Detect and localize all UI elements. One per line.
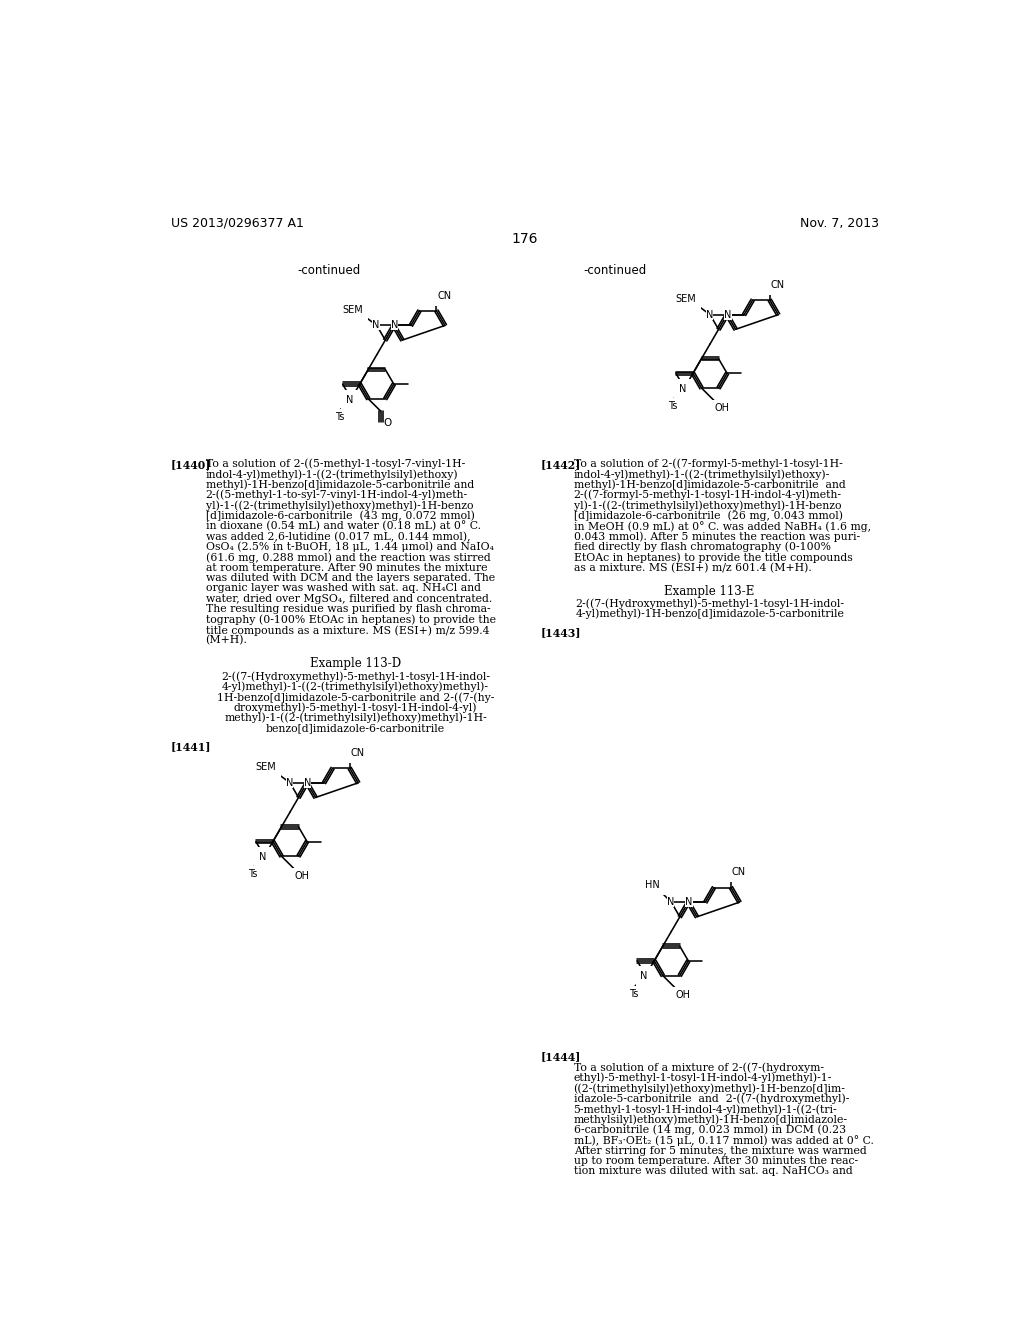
Text: 5-methyl-1-tosyl-1H-indol-4-yl)methyl)-1-((2-(tri-: 5-methyl-1-tosyl-1H-indol-4-yl)methyl)-1… <box>573 1104 838 1114</box>
Text: CN: CN <box>732 867 745 878</box>
Text: N: N <box>259 851 266 862</box>
Text: 1H-benzo[d]imidazole-5-carbonitrile and 2-((7-(hy-: 1H-benzo[d]imidazole-5-carbonitrile and … <box>217 692 495 702</box>
Text: 2-((5-methyl-1-to-syl-7-vinyl-1H-indol-4-yl)meth-: 2-((5-methyl-1-to-syl-7-vinyl-1H-indol-4… <box>206 490 468 500</box>
Text: SEM: SEM <box>255 762 276 772</box>
Text: [d]imidazole-6-carbonitrile  (26 mg, 0.043 mmol): [d]imidazole-6-carbonitrile (26 mg, 0.04… <box>573 511 843 521</box>
Text: methyl)-1H-benzo[d]imidazole-5-carbonitrile  and: methyl)-1H-benzo[d]imidazole-5-carbonitr… <box>573 479 846 490</box>
Text: methylsilyl)ethoxy)methyl)-1H-benzo[d]imidazole-: methylsilyl)ethoxy)methyl)-1H-benzo[d]im… <box>573 1114 848 1125</box>
Text: The resulting residue was purified by flash chroma-: The resulting residue was purified by fl… <box>206 605 490 614</box>
Text: [1443]: [1443] <box>541 627 581 638</box>
Text: CN: CN <box>437 290 452 301</box>
Text: water, dried over MgSO₄, filtered and concentrated.: water, dried over MgSO₄, filtered and co… <box>206 594 492 603</box>
Text: To a solution of 2-((5-methyl-1-tosyl-7-vinyl-1H-: To a solution of 2-((5-methyl-1-tosyl-7-… <box>206 459 465 470</box>
Text: [1441]: [1441] <box>171 742 211 752</box>
Text: EtOAc in heptanes) to provide the title compounds: EtOAc in heptanes) to provide the title … <box>573 552 852 562</box>
Text: ((2-(trimethylsilyl)ethoxy)methyl)-1H-benzo[d]im-: ((2-(trimethylsilyl)ethoxy)methyl)-1H-be… <box>573 1084 846 1094</box>
Text: [1440]: [1440] <box>171 459 211 470</box>
Text: OH: OH <box>715 403 730 413</box>
Text: in dioxane (0.54 mL) and water (0.18 mL) at 0° C.: in dioxane (0.54 mL) and water (0.18 mL)… <box>206 521 480 532</box>
Text: To a solution of 2-((7-formyl-5-methyl-1-tosyl-1H-: To a solution of 2-((7-formyl-5-methyl-1… <box>573 459 843 470</box>
Text: droxymethyl)-5-methyl-1-tosyl-1H-indol-4-yl): droxymethyl)-5-methyl-1-tosyl-1H-indol-4… <box>233 702 477 713</box>
Text: N: N <box>373 321 380 330</box>
Text: After stirring for 5 minutes, the mixture was warmed: After stirring for 5 minutes, the mixtur… <box>573 1146 866 1155</box>
Text: Example 113-D: Example 113-D <box>310 657 401 671</box>
Text: indol-4-yl)methyl)-1-((2-(trimethylsilyl)ethoxy): indol-4-yl)methyl)-1-((2-(trimethylsilyl… <box>206 469 458 479</box>
Text: 2-((7-(Hydroxymethyl)-5-methyl-1-tosyl-1H-indol-: 2-((7-(Hydroxymethyl)-5-methyl-1-tosyl-1… <box>575 598 844 609</box>
Text: [d]imidazole-6-carbonitrile  (43 mg, 0.072 mmol): [d]imidazole-6-carbonitrile (43 mg, 0.07… <box>206 511 474 521</box>
Text: N: N <box>679 384 686 393</box>
Text: methyl)-1-((2-(trimethylsilyl)ethoxy)methyl)-1H-: methyl)-1-((2-(trimethylsilyl)ethoxy)met… <box>224 713 486 723</box>
Text: SEM: SEM <box>675 294 696 304</box>
Text: -continued: -continued <box>584 264 647 277</box>
Text: fied directly by flash chromatography (0-100%: fied directly by flash chromatography (0… <box>573 543 830 553</box>
Text: yl)-1-((2-(trimethylsilyl)ethoxy)methyl)-1H-benzo: yl)-1-((2-(trimethylsilyl)ethoxy)methyl)… <box>573 500 841 511</box>
Text: (M+H).: (M+H). <box>206 635 248 645</box>
Text: OH: OH <box>676 990 691 1001</box>
Text: Ts: Ts <box>668 401 678 411</box>
Text: OsO₄ (2.5% in t-BuOH, 18 μL, 1.44 μmol) and NaIO₄: OsO₄ (2.5% in t-BuOH, 18 μL, 1.44 μmol) … <box>206 543 494 553</box>
Text: Example 113-E: Example 113-E <box>665 585 755 598</box>
Text: N: N <box>667 898 674 907</box>
Text: tography (0-100% EtOAc in heptanes) to provide the: tography (0-100% EtOAc in heptanes) to p… <box>206 615 496 626</box>
Text: N: N <box>706 310 713 319</box>
Text: To a solution of a mixture of 2-((7-(hydroxym-: To a solution of a mixture of 2-((7-(hyd… <box>573 1063 823 1073</box>
Text: N: N <box>391 321 398 330</box>
Text: 2-((7-(Hydroxymethyl)-5-methyl-1-tosyl-1H-indol-: 2-((7-(Hydroxymethyl)-5-methyl-1-tosyl-1… <box>221 671 489 682</box>
Text: idazole-5-carbonitrile  and  2-((7-(hydroxymethyl)-: idazole-5-carbonitrile and 2-((7-(hydrox… <box>573 1093 849 1104</box>
Text: (61.6 mg, 0.288 mmol) and the reaction was stirred: (61.6 mg, 0.288 mmol) and the reaction w… <box>206 552 490 562</box>
Text: N: N <box>640 972 648 981</box>
Text: was added 2,6-lutidine (0.017 mL, 0.144 mmol),: was added 2,6-lutidine (0.017 mL, 0.144 … <box>206 532 470 541</box>
Text: CN: CN <box>350 748 365 758</box>
Text: CN: CN <box>770 280 784 290</box>
Text: title compounds as a mixture. MS (ESI+) m/z 599.4: title compounds as a mixture. MS (ESI+) … <box>206 626 489 636</box>
Text: SEM: SEM <box>342 305 362 314</box>
Text: HN: HN <box>645 880 659 890</box>
Text: was diluted with DCM and the layers separated. The: was diluted with DCM and the layers sepa… <box>206 573 495 583</box>
Text: benzo[d]imidazole-6-carbonitrile: benzo[d]imidazole-6-carbonitrile <box>266 723 445 733</box>
Text: 0.043 mmol). After 5 minutes the reaction was puri-: 0.043 mmol). After 5 minutes the reactio… <box>573 532 860 543</box>
Text: N: N <box>724 310 731 319</box>
Text: -continued: -continued <box>297 264 360 277</box>
Text: US 2013/0296377 A1: US 2013/0296377 A1 <box>171 216 303 230</box>
Text: [1442]: [1442] <box>541 459 581 470</box>
Text: in MeOH (0.9 mL) at 0° C. was added NaBH₄ (1.6 mg,: in MeOH (0.9 mL) at 0° C. was added NaBH… <box>573 521 870 532</box>
Text: methyl)-1H-benzo[d]imidazole-5-carbonitrile and: methyl)-1H-benzo[d]imidazole-5-carbonitr… <box>206 479 474 490</box>
Text: Nov. 7, 2013: Nov. 7, 2013 <box>800 216 879 230</box>
Text: 4-yl)methyl)-1H-benzo[d]imidazole-5-carbonitrile: 4-yl)methyl)-1H-benzo[d]imidazole-5-carb… <box>575 609 844 619</box>
Text: indol-4-yl)methyl)-1-((2-(trimethylsilyl)ethoxy)-: indol-4-yl)methyl)-1-((2-(trimethylsilyl… <box>573 469 829 479</box>
Text: O: O <box>383 418 391 429</box>
Text: 6-carbonitrile (14 mg, 0.023 mmol) in DCM (0.23: 6-carbonitrile (14 mg, 0.023 mmol) in DC… <box>573 1125 846 1135</box>
Text: Ts: Ts <box>335 412 344 422</box>
Text: tion mixture was diluted with sat. aq. NaHCO₃ and: tion mixture was diluted with sat. aq. N… <box>573 1167 852 1176</box>
Text: [1444]: [1444] <box>541 1052 581 1063</box>
Text: N: N <box>286 777 293 788</box>
Text: ethyl)-5-methyl-1-tosyl-1H-indol-4-yl)methyl)-1-: ethyl)-5-methyl-1-tosyl-1H-indol-4-yl)me… <box>573 1073 831 1084</box>
Text: mL), BF₃·OEt₂ (15 μL, 0.117 mmol) was added at 0° C.: mL), BF₃·OEt₂ (15 μL, 0.117 mmol) was ad… <box>573 1135 873 1146</box>
Text: N: N <box>304 777 311 788</box>
Text: at room temperature. After 90 minutes the mixture: at room temperature. After 90 minutes th… <box>206 562 487 573</box>
Text: Ts: Ts <box>630 989 639 999</box>
Text: OH: OH <box>295 871 309 880</box>
Text: 2-((7-formyl-5-methyl-1-tosyl-1H-indol-4-yl)meth-: 2-((7-formyl-5-methyl-1-tosyl-1H-indol-4… <box>573 490 842 500</box>
Text: up to room temperature. After 30 minutes the reac-: up to room temperature. After 30 minutes… <box>573 1156 858 1166</box>
Text: 4-yl)methyl)-1-((2-(trimethylsilyl)ethoxy)methyl)-: 4-yl)methyl)-1-((2-(trimethylsilyl)ethox… <box>222 681 489 692</box>
Text: N: N <box>685 898 693 907</box>
Text: yl)-1-((2-(trimethylsilyl)ethoxy)methyl)-1H-benzo: yl)-1-((2-(trimethylsilyl)ethoxy)methyl)… <box>206 500 473 511</box>
Text: N: N <box>346 395 353 404</box>
Text: as a mixture. MS (ESI+) m/z 601.4 (M+H).: as a mixture. MS (ESI+) m/z 601.4 (M+H). <box>573 562 811 573</box>
Text: Ts: Ts <box>248 870 257 879</box>
Text: organic layer was washed with sat. aq. NH₄Cl and: organic layer was washed with sat. aq. N… <box>206 583 480 594</box>
Text: 176: 176 <box>512 231 538 246</box>
